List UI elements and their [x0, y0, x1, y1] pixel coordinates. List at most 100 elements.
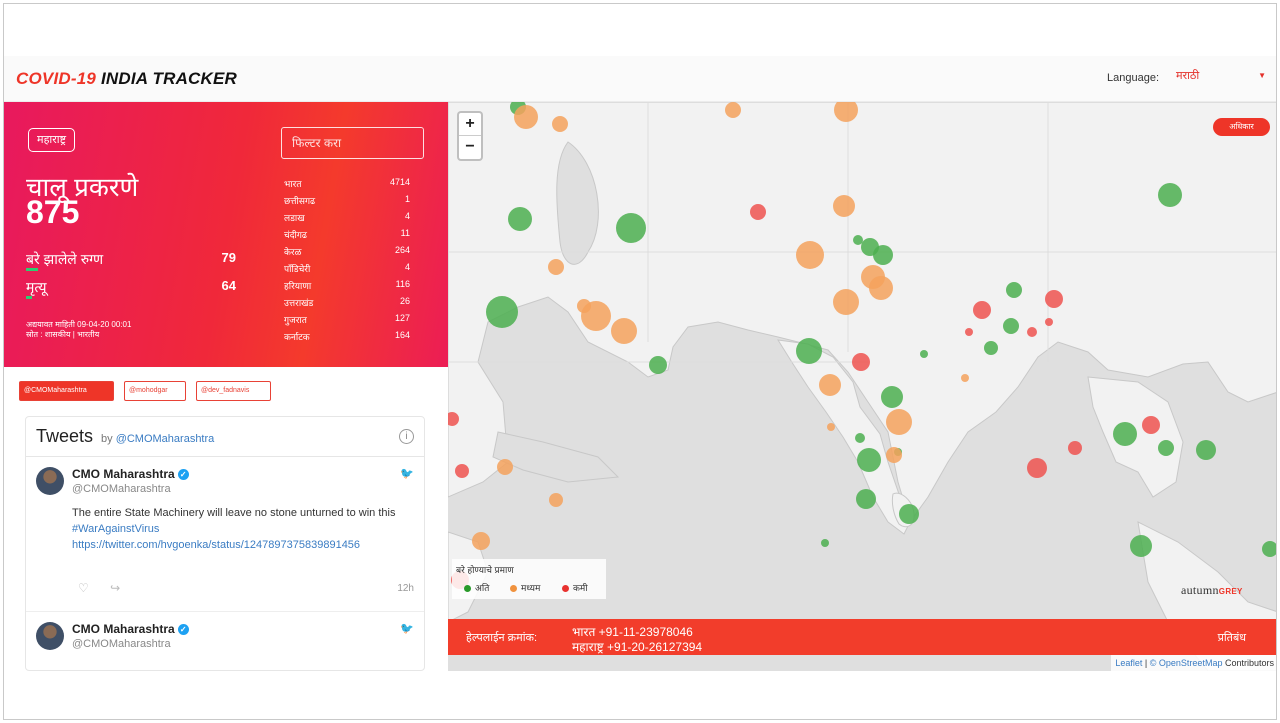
case-bubble[interactable] — [899, 504, 919, 524]
state-item[interactable]: उत्तराखंड 26 — [284, 296, 410, 313]
case-bubble[interactable] — [549, 493, 563, 507]
case-bubble[interactable] — [833, 289, 859, 315]
legend-item-medium: मध्यम — [510, 581, 540, 594]
state-item[interactable]: लडाख 4 — [284, 211, 410, 228]
twitter-bird-icon[interactable]: 🐦 — [400, 623, 414, 635]
tweets-by-handle[interactable]: @CMOMaharashtra — [115, 433, 215, 445]
case-bubble[interactable] — [1113, 422, 1137, 446]
state-item[interactable]: चंदीगढ 11 — [284, 228, 410, 245]
case-bubble[interactable] — [886, 447, 902, 463]
case-bubble[interactable] — [472, 532, 490, 550]
map-view[interactable]: + − अधिकार बरे होण्याचे प्रमाण अति मध्यम… — [448, 102, 1277, 671]
filter-input[interactable] — [281, 127, 424, 159]
case-bubble[interactable] — [796, 241, 824, 269]
case-bubble[interactable] — [611, 318, 637, 344]
case-bubble[interactable] — [1045, 290, 1063, 308]
case-bubble[interactable] — [869, 276, 893, 300]
tweet-handle[interactable]: @CMOMaharashtra — [72, 638, 171, 650]
tweet-time[interactable]: 12h — [397, 583, 414, 594]
avatar[interactable] — [36, 622, 64, 650]
case-bubble[interactable] — [973, 301, 991, 319]
helpline-maharashtra[interactable]: महाराष्ट्र +91-20-26127394 — [572, 640, 703, 654]
tweet-author[interactable]: CMO Maharashtra ✓ — [72, 622, 189, 636]
zoom-out-button[interactable]: − — [465, 138, 475, 155]
case-bubble[interactable] — [857, 448, 881, 472]
case-bubble[interactable] — [1196, 440, 1216, 460]
tag-mohodgar[interactable]: @mohodgar — [124, 381, 186, 401]
heart-icon[interactable]: ♡ — [78, 581, 89, 595]
leaflet-link[interactable]: Leaflet — [1115, 658, 1143, 668]
case-bubble[interactable] — [448, 412, 459, 426]
case-bubble[interactable] — [881, 386, 903, 408]
case-bubble[interactable] — [552, 116, 568, 132]
case-bubble[interactable] — [649, 356, 667, 374]
prevention-link[interactable]: प्रतिबंध — [1217, 632, 1246, 644]
region-chip[interactable]: महाराष्ट्र — [28, 128, 76, 152]
state-item[interactable]: पाँडिचेरी 4 — [284, 262, 410, 279]
tag-cmo-maharashtra[interactable]: @CMOMaharashtra — [19, 381, 114, 401]
case-bubble[interactable] — [852, 353, 870, 371]
state-item[interactable]: छत्तीसगढ 1 — [284, 194, 410, 211]
case-bubble[interactable] — [853, 235, 863, 245]
case-bubble[interactable] — [856, 489, 876, 509]
case-bubble[interactable] — [961, 374, 969, 382]
case-bubble[interactable] — [486, 296, 518, 328]
case-bubble[interactable] — [796, 338, 822, 364]
state-item[interactable]: केरळ 264 — [284, 245, 410, 262]
language-select[interactable]: मराठी ▼ — [1176, 68, 1266, 88]
case-bubble[interactable] — [920, 350, 928, 358]
osm-link[interactable]: © OpenStreetMap — [1149, 658, 1223, 668]
case-bubble[interactable] — [616, 213, 646, 243]
case-bubble[interactable] — [1006, 282, 1022, 298]
case-bubble[interactable] — [833, 195, 855, 217]
brand-logo[interactable]: COVID-19 INDIA TRACKER — [16, 69, 237, 89]
state-item[interactable]: भारत 4714 — [284, 177, 410, 194]
case-bubble[interactable] — [821, 539, 829, 547]
avatar[interactable] — [36, 467, 64, 495]
case-bubble[interactable] — [1045, 318, 1053, 326]
state-item[interactable]: कर्नाटक 164 — [284, 330, 410, 347]
case-bubble[interactable] — [984, 341, 998, 355]
attribution-separator: | — [1144, 658, 1148, 668]
case-bubble[interactable] — [855, 433, 865, 443]
case-bubble[interactable] — [1003, 318, 1019, 334]
case-bubble[interactable] — [1068, 441, 1082, 455]
share-icon[interactable]: ↪ — [110, 581, 121, 595]
case-bubble[interactable] — [1027, 327, 1037, 337]
case-bubble[interactable] — [548, 259, 564, 275]
case-bubble[interactable] — [873, 245, 893, 265]
twitter-bird-icon[interactable]: 🐦 — [400, 468, 414, 480]
case-bubble[interactable] — [508, 207, 532, 231]
map-mode-chip[interactable]: अधिकार — [1213, 118, 1270, 136]
case-bubble[interactable] — [834, 102, 858, 122]
case-bubble[interactable] — [514, 105, 538, 129]
state-item[interactable]: हरियाणा 116 — [284, 279, 410, 296]
info-icon[interactable]: i — [399, 429, 414, 444]
state-list: भारत 4714 छत्तीसगढ 1 लडाख 4 चंदीगढ 11 केरळ 264 पाँ… — [284, 177, 410, 347]
helpline-india[interactable]: भारत +91-11-23978046 — [572, 625, 693, 639]
zoom-in-button[interactable]: + — [459, 113, 481, 136]
case-bubble[interactable] — [1142, 416, 1160, 434]
case-bubble[interactable] — [827, 423, 835, 431]
case-bubble[interactable] — [886, 409, 912, 435]
case-bubble[interactable] — [455, 464, 469, 478]
tweet-author[interactable]: CMO Maharashtra ✓ — [72, 467, 189, 481]
source-line[interactable]: स्रोत : शासकीय | भारतीय — [26, 330, 100, 339]
tweet-handle[interactable]: @CMOMaharashtra — [72, 483, 171, 495]
case-bubble[interactable] — [1027, 458, 1047, 478]
case-bubble[interactable] — [819, 374, 841, 396]
case-bubble[interactable] — [1262, 541, 1277, 557]
case-bubble[interactable] — [965, 328, 973, 336]
case-bubble[interactable] — [725, 102, 741, 118]
tag-dev-fadnavis[interactable]: @dev_fadnavis — [196, 381, 271, 401]
case-bubble[interactable] — [1158, 183, 1182, 207]
case-bubble[interactable] — [1158, 440, 1174, 456]
case-bubble[interactable] — [750, 204, 766, 220]
tweet-link[interactable]: https://twitter.com/hvgoenka/status/1247… — [72, 539, 361, 551]
state-item[interactable]: गुजरात 127 — [284, 313, 410, 330]
case-bubble[interactable] — [497, 459, 513, 475]
case-bubble[interactable] — [1130, 535, 1152, 557]
case-bubble[interactable] — [577, 299, 591, 313]
tweet-hashtag[interactable]: #WarAgainstVirus — [72, 523, 160, 535]
helpline-label: हेल्पलाईन क्रमांक: — [466, 632, 538, 644]
